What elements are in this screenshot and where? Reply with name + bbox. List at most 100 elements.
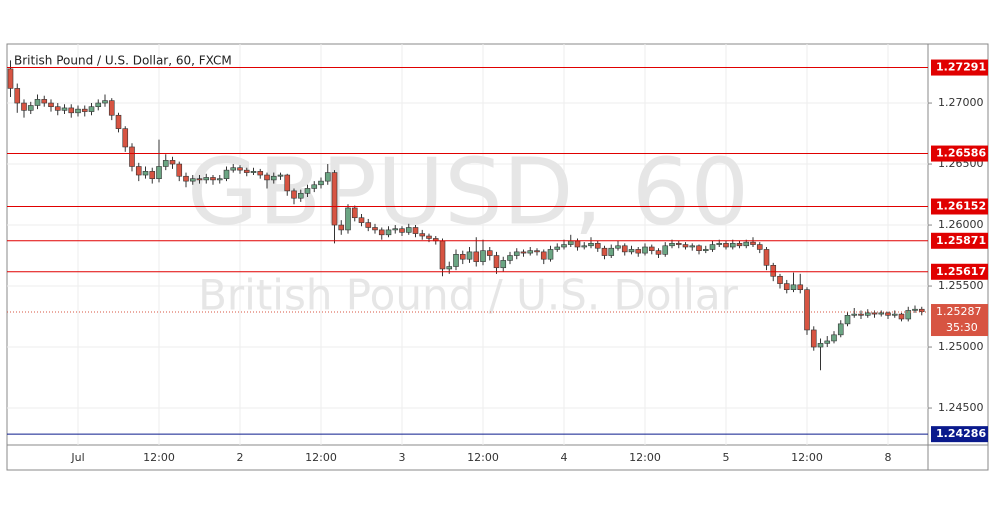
candle-body: [399, 228, 405, 233]
candle-body: [655, 250, 662, 255]
candle-body: [750, 241, 756, 245]
candle-body: [858, 313, 864, 316]
y-tick-label: 1.27000: [938, 96, 984, 109]
candle-body: [102, 100, 108, 104]
candle-body: [628, 249, 635, 253]
candle-body: [669, 243, 675, 247]
candle-body: [34, 99, 41, 106]
candle-body: [608, 247, 615, 256]
candle-body: [351, 207, 358, 219]
watermark-subtitle: British Pound / U.S. Dollar: [198, 271, 739, 320]
candle-body: [534, 250, 540, 253]
candle-body: [594, 243, 601, 249]
candle-body: [500, 260, 507, 269]
candle-body: [277, 174, 284, 177]
candle-body: [223, 169, 230, 179]
candle-body: [588, 243, 594, 247]
candle-body: [257, 171, 264, 176]
candle-body: [412, 227, 419, 234]
candle-body: [81, 108, 88, 112]
candle-body: [567, 240, 574, 245]
candle-body: [88, 106, 95, 112]
x-tick-label: 12:00: [791, 451, 823, 464]
candle-body: [615, 245, 621, 249]
candle-body: [135, 166, 142, 176]
candle-body: [770, 265, 777, 277]
chart-title: British Pound / U.S. Dollar, 60, FXCM: [14, 54, 232, 68]
level-label: 1.26586: [936, 147, 986, 160]
candle-body: [95, 102, 102, 108]
candle-body: [810, 329, 817, 348]
candle-body: [527, 250, 534, 254]
candle-body: [405, 227, 412, 233]
plot: [7, 60, 928, 435]
candle-body: [723, 243, 729, 248]
candle-body: [365, 222, 372, 228]
candle-body: [297, 193, 304, 199]
y-tick-label: 1.25500: [938, 279, 984, 292]
level-label-bg: [931, 232, 988, 249]
candle-body: [466, 251, 473, 260]
candle-body: [311, 184, 318, 189]
candle-body: [756, 244, 763, 250]
candle-body: [851, 313, 858, 316]
candle-body: [426, 235, 432, 239]
candle-body: [54, 106, 61, 111]
candle-body: [304, 188, 311, 194]
candle-body: [189, 178, 196, 182]
candle-body: [75, 108, 81, 114]
x-tick-label: Jul: [70, 451, 84, 464]
candle-body: [601, 247, 608, 256]
candle-body: [115, 114, 122, 129]
candle-body: [675, 243, 682, 245]
candle-body: [459, 254, 466, 260]
candle-body: [162, 160, 169, 167]
candle-body: [270, 175, 277, 181]
candle-body: [783, 283, 790, 290]
candle-body: [878, 312, 885, 315]
candle-body: [513, 251, 520, 256]
candle-body: [237, 167, 243, 171]
candle-body: [392, 228, 399, 231]
candle-body: [291, 190, 297, 199]
candle-body: [27, 105, 34, 111]
x-tick-label: 4: [561, 451, 568, 464]
candle-body: [493, 255, 500, 269]
candle-body: [729, 243, 736, 248]
level-label-bg: [931, 198, 988, 215]
candle-body: [635, 249, 642, 254]
candle-body: [554, 246, 561, 250]
candle-body: [61, 107, 68, 111]
level-label-bg: [931, 426, 988, 443]
candle-body: [331, 172, 338, 226]
level-label: 1.26152: [936, 199, 986, 212]
candle-body: [642, 246, 648, 254]
candle-body: [48, 102, 54, 108]
candle-body: [790, 284, 797, 290]
candle-body: [648, 246, 655, 251]
candle-body: [777, 275, 783, 284]
candle-body: [702, 249, 709, 251]
candle-body: [243, 169, 250, 173]
candle-body: [318, 180, 324, 186]
candle-body: [824, 340, 831, 344]
candle-body: [446, 266, 453, 270]
candle-body: [338, 224, 345, 231]
candle-body: [574, 240, 581, 248]
candle-body: [385, 229, 392, 236]
candle-body: [696, 245, 702, 251]
level-label-bg: [931, 59, 988, 76]
candle-body: [520, 251, 527, 254]
level-label: 1.24286: [936, 427, 986, 440]
x-tick-label: 5: [723, 451, 730, 464]
candle-body: [142, 171, 149, 176]
candle-body: [203, 177, 210, 181]
candle-body: [324, 172, 331, 182]
candle-body: [905, 310, 912, 320]
candle-body: [345, 207, 351, 231]
candle-body: [540, 251, 547, 260]
candle-body: [689, 245, 696, 248]
candle-body: [216, 178, 223, 181]
candle-body: [871, 312, 878, 315]
candle-body: [547, 249, 554, 260]
